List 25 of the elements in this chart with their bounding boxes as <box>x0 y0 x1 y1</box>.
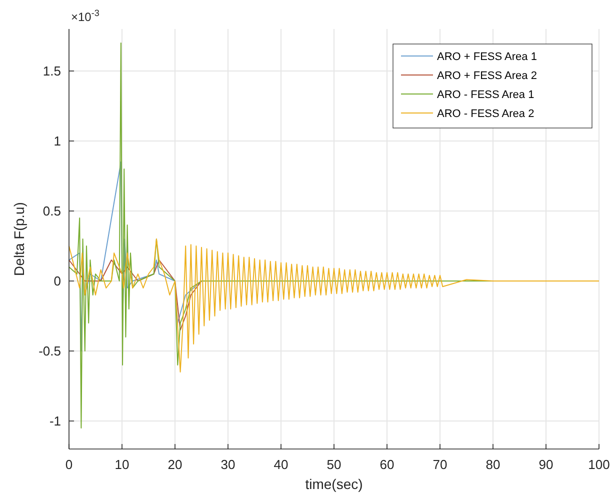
x-tick-label: 90 <box>538 457 554 472</box>
y-tick-label: -1 <box>49 414 61 428</box>
y-tick-label: 1 <box>54 134 61 148</box>
legend-label: ARO - FESS Area 2 <box>437 108 534 120</box>
x-tick-label: 10 <box>114 457 130 472</box>
x-tick-label: 20 <box>168 457 182 472</box>
y-axis-title: Delta F(p.u) <box>11 202 27 276</box>
text: ×10$^{-3}$ <box>71 8 100 24</box>
y-tick-label: 0 <box>54 274 61 288</box>
x-tick-label: 60 <box>380 457 394 472</box>
x-axis-title: time(sec) <box>305 476 363 492</box>
x-tick-label: 0 <box>65 457 73 472</box>
legend-label: ARO - FESS Area 1 <box>437 89 534 101</box>
x-tick-label: 100 <box>588 457 610 472</box>
legend-label: ARO + FESS Area 2 <box>437 70 537 82</box>
legend-label: ARO + FESS Area 1 <box>437 51 537 63</box>
y-tick-label: 1.5 <box>42 64 61 78</box>
x-tick-label: 30 <box>220 457 236 472</box>
x-tick-label: 70 <box>432 457 448 472</box>
x-tick-label: 40 <box>274 457 288 472</box>
y-tick-label: -0.5 <box>38 344 61 358</box>
x-tick-label: 80 <box>486 457 500 472</box>
y-tick-label: 0.5 <box>42 204 61 218</box>
x-tick-label: 50 <box>326 457 342 472</box>
line-series <box>68 238 600 372</box>
